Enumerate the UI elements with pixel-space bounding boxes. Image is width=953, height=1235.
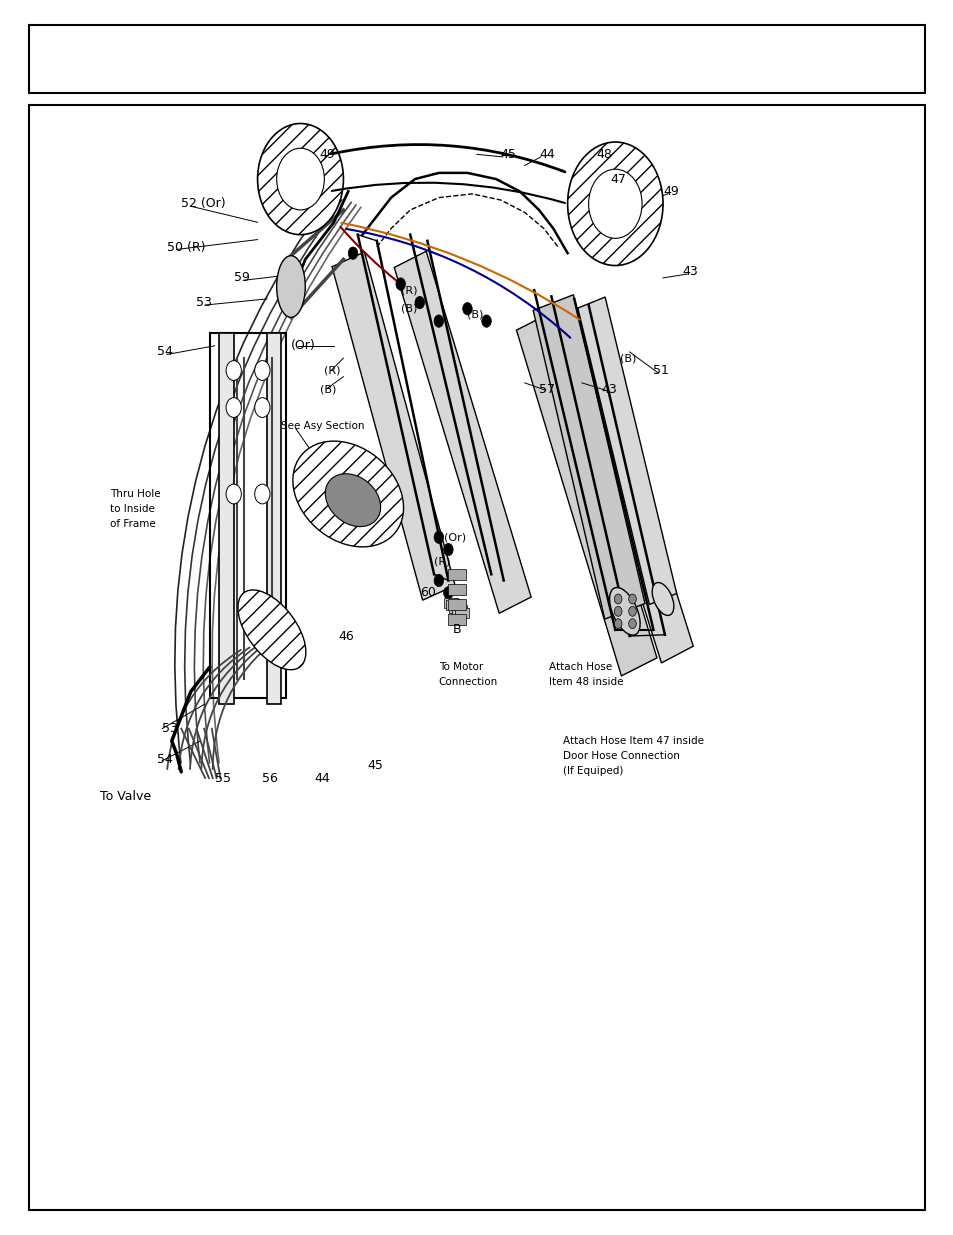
Ellipse shape bbox=[325, 474, 380, 526]
Text: (Or): (Or) bbox=[291, 340, 315, 352]
Text: 57: 57 bbox=[538, 383, 555, 395]
Text: 56: 56 bbox=[262, 772, 278, 784]
Text: Item 48 inside: Item 48 inside bbox=[548, 677, 622, 687]
Polygon shape bbox=[267, 333, 281, 704]
Text: Thru Hole: Thru Hole bbox=[110, 489, 160, 499]
Text: (B): (B) bbox=[619, 353, 636, 363]
Text: (R): (R) bbox=[324, 366, 340, 375]
Text: 43: 43 bbox=[681, 266, 698, 278]
Text: 45: 45 bbox=[500, 148, 517, 161]
Text: (If Equiped): (If Equiped) bbox=[562, 766, 622, 776]
Circle shape bbox=[254, 484, 270, 504]
Circle shape bbox=[434, 315, 443, 327]
Text: See Asy Section: See Asy Section bbox=[281, 421, 365, 431]
Bar bbox=[29, 105, 924, 1210]
Ellipse shape bbox=[293, 441, 403, 547]
Text: (B): (B) bbox=[319, 384, 335, 394]
Bar bbox=[448, 614, 465, 625]
Circle shape bbox=[481, 315, 491, 327]
Text: 49: 49 bbox=[662, 185, 679, 198]
Ellipse shape bbox=[609, 588, 639, 635]
Ellipse shape bbox=[276, 256, 305, 317]
Circle shape bbox=[628, 594, 636, 604]
Circle shape bbox=[226, 361, 241, 380]
Text: 43: 43 bbox=[600, 383, 617, 395]
Bar bbox=[443, 598, 457, 608]
Circle shape bbox=[443, 587, 453, 599]
Polygon shape bbox=[516, 312, 657, 676]
Circle shape bbox=[226, 398, 241, 417]
Text: 55: 55 bbox=[214, 772, 231, 784]
Bar bbox=[29, 25, 924, 93]
Bar bbox=[455, 608, 469, 618]
Circle shape bbox=[453, 599, 462, 611]
Circle shape bbox=[434, 574, 443, 587]
Circle shape bbox=[588, 169, 641, 238]
Polygon shape bbox=[556, 312, 693, 663]
Text: Attach Hose Item 47 inside: Attach Hose Item 47 inside bbox=[562, 736, 703, 746]
Text: 47: 47 bbox=[610, 173, 626, 185]
Circle shape bbox=[462, 303, 472, 315]
Text: 59: 59 bbox=[233, 272, 250, 284]
Text: 45: 45 bbox=[367, 760, 383, 772]
Circle shape bbox=[434, 531, 443, 543]
Text: To Motor: To Motor bbox=[438, 662, 482, 672]
Circle shape bbox=[628, 606, 636, 616]
Polygon shape bbox=[533, 295, 644, 619]
Text: 48: 48 bbox=[596, 148, 612, 161]
Text: 60: 60 bbox=[419, 587, 436, 599]
Polygon shape bbox=[332, 252, 455, 600]
Polygon shape bbox=[578, 298, 676, 604]
Text: 44: 44 bbox=[314, 772, 331, 784]
Bar bbox=[448, 599, 465, 610]
Bar bbox=[452, 605, 466, 615]
Circle shape bbox=[254, 361, 270, 380]
Circle shape bbox=[614, 606, 621, 616]
Text: (B): (B) bbox=[467, 310, 483, 320]
Circle shape bbox=[614, 594, 621, 604]
Circle shape bbox=[614, 619, 621, 629]
Text: 50 (R): 50 (R) bbox=[167, 241, 205, 253]
Ellipse shape bbox=[237, 590, 306, 669]
Text: Connection: Connection bbox=[438, 677, 497, 687]
Polygon shape bbox=[394, 251, 531, 614]
Circle shape bbox=[348, 247, 357, 259]
Text: 44: 44 bbox=[538, 148, 555, 161]
Bar bbox=[448, 584, 465, 595]
Circle shape bbox=[567, 142, 662, 266]
Text: Door Hose Connection: Door Hose Connection bbox=[562, 751, 679, 761]
Circle shape bbox=[415, 296, 424, 309]
Text: to Inside: to Inside bbox=[110, 504, 154, 514]
Bar bbox=[448, 569, 465, 580]
Circle shape bbox=[226, 484, 241, 504]
Ellipse shape bbox=[652, 583, 673, 615]
Text: 52 (Or): 52 (Or) bbox=[181, 198, 226, 210]
Text: 54: 54 bbox=[157, 753, 173, 766]
Text: Attach Hose: Attach Hose bbox=[548, 662, 611, 672]
Text: B: B bbox=[453, 624, 461, 636]
Circle shape bbox=[257, 124, 343, 235]
Text: 53: 53 bbox=[195, 296, 212, 309]
Text: 53: 53 bbox=[162, 722, 178, 735]
Text: 51: 51 bbox=[653, 364, 669, 377]
Text: To Valve: To Valve bbox=[100, 790, 152, 803]
Text: (B): (B) bbox=[400, 304, 416, 314]
Polygon shape bbox=[219, 333, 233, 704]
Circle shape bbox=[254, 398, 270, 417]
Circle shape bbox=[628, 619, 636, 629]
Text: of Frame: of Frame bbox=[110, 519, 155, 529]
Text: 54: 54 bbox=[157, 346, 173, 358]
Text: (R): (R) bbox=[400, 285, 416, 295]
Text: 49: 49 bbox=[319, 148, 335, 161]
Text: (Or): (Or) bbox=[443, 532, 465, 542]
Text: 46: 46 bbox=[338, 630, 355, 642]
Circle shape bbox=[276, 148, 324, 210]
Circle shape bbox=[443, 543, 453, 556]
Text: (R): (R) bbox=[434, 557, 450, 567]
Circle shape bbox=[395, 278, 405, 290]
Bar bbox=[449, 603, 463, 613]
Bar bbox=[446, 600, 460, 610]
